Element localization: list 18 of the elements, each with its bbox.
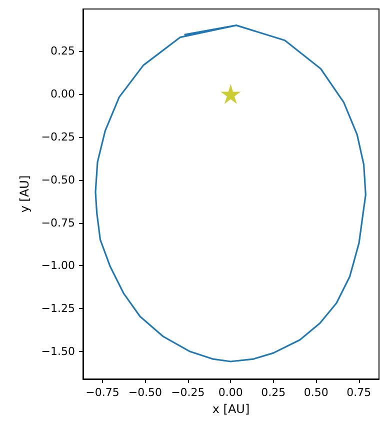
x-tick-label: 0.00 (218, 386, 243, 399)
x-tick-label: 0.25 (261, 386, 286, 399)
x-tick-label: 0.50 (304, 386, 328, 399)
x-tick-label: −0.25 (171, 386, 205, 399)
y-axis-title: y [AU] (17, 175, 32, 213)
y-tick-label: −0.25 (41, 130, 75, 144)
x-tick-label: −0.75 (86, 386, 120, 399)
y-tick-label: −0.50 (41, 173, 75, 186)
line-series (94, 24, 366, 362)
y-tick-label: 0.25 (50, 44, 75, 58)
x-tick-label: 0.75 (346, 386, 372, 399)
x-tick-label: −0.50 (128, 386, 162, 399)
y-tick-label: 0.00 (50, 87, 75, 100)
y-tick-label: −1.00 (41, 259, 75, 272)
y-tick-label: −1.50 (41, 345, 75, 358)
x-axis-title: x [AU] (212, 402, 250, 416)
y-tick-label: −0.75 (41, 216, 75, 230)
y-tick-label: −1.25 (41, 302, 75, 316)
